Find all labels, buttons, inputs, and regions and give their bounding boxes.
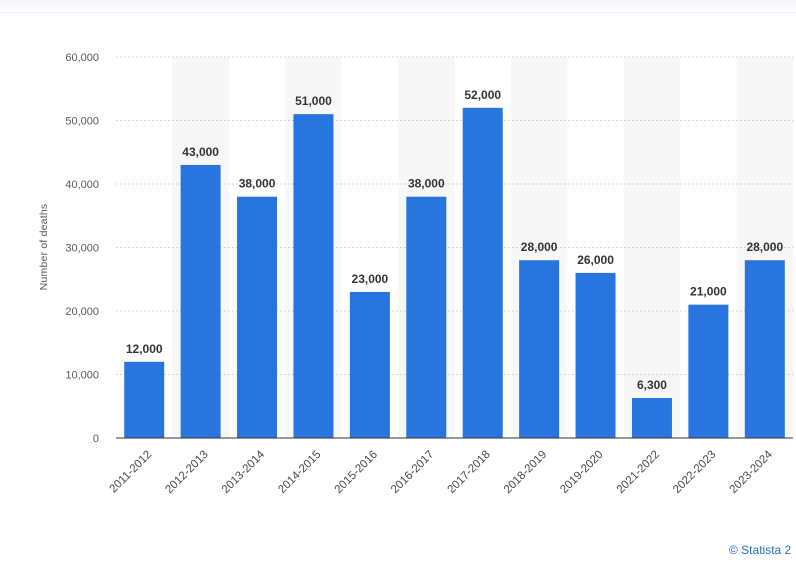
bar[interactable] — [124, 361, 165, 438]
bar-value-label: 51,000 — [295, 94, 332, 108]
x-tick-label: 2013-2014 — [220, 448, 268, 496]
bar-value-label: 26,000 — [577, 253, 614, 267]
x-tick-label: 2017-2018 — [445, 449, 492, 496]
x-tick-label: 2011-2012 — [108, 449, 155, 496]
x-tick-label: 2022-2023 — [671, 449, 718, 496]
bar-value-label: 43,000 — [182, 145, 219, 159]
x-tick-label: 2012-2013 — [163, 449, 210, 496]
x-tick-label: 2015-2016 — [333, 449, 380, 496]
bar[interactable] — [519, 260, 560, 438]
gridlines — [116, 56, 793, 375]
bar[interactable] — [237, 196, 278, 438]
bar[interactable] — [180, 164, 221, 438]
statista-credit-link[interactable]: © Statista 2 — [729, 543, 792, 557]
y-tick-label: 10,000 — [65, 370, 99, 382]
x-tick-label: 2018-2019 — [502, 449, 549, 496]
bar-value-label: 52,000 — [464, 88, 501, 102]
x-tick-label: 2014-2015 — [276, 449, 323, 496]
y-axis-label: Number of deaths — [38, 204, 50, 291]
y-tick-label: 20,000 — [65, 306, 99, 318]
bar-value-label: 38,000 — [408, 177, 445, 191]
y-axis-ticks: 0 10,000 20,000 30,000 40,000 50,000 60,000 — [65, 52, 99, 445]
x-tick-label: 2019-2020 — [558, 449, 605, 496]
y-tick-label: 40,000 — [65, 179, 99, 191]
bar-value-label: 28,000 — [746, 240, 783, 254]
top-bar — [0, 0, 796, 13]
bar-value-label: 21,000 — [690, 285, 727, 299]
bar[interactable] — [293, 114, 334, 439]
y-tick-label: 50,000 — [65, 116, 99, 128]
bars: 12,000 43,000 38,000 51,000 23,000 38,000 52,0… — [124, 88, 785, 439]
bar[interactable] — [406, 196, 447, 438]
bar[interactable] — [744, 260, 785, 438]
x-tick-label: 2021-2022 — [615, 449, 662, 496]
y-tick-label: 0 — [93, 433, 99, 445]
x-tick-label: 2016-2017 — [389, 449, 436, 496]
bar[interactable] — [631, 397, 672, 438]
bar[interactable] — [462, 107, 503, 439]
x-tick-label: 2023-2024 — [728, 448, 776, 496]
bar-value-label: 38,000 — [239, 177, 276, 191]
bar-value-label: 6,300 — [637, 378, 667, 392]
bar-value-label: 23,000 — [352, 272, 389, 286]
y-tick-label: 30,000 — [65, 243, 99, 255]
bar[interactable] — [349, 291, 390, 438]
x-axis-ticks: 2011-2012 2012-2013 2013-2014 2014-2015 2015… — [108, 448, 776, 496]
bar[interactable] — [688, 304, 729, 438]
bar-value-label: 12,000 — [126, 342, 163, 356]
bar-value-label: 28,000 — [521, 240, 558, 254]
bar[interactable] — [575, 272, 616, 438]
y-tick-label: 60,000 — [65, 52, 99, 64]
